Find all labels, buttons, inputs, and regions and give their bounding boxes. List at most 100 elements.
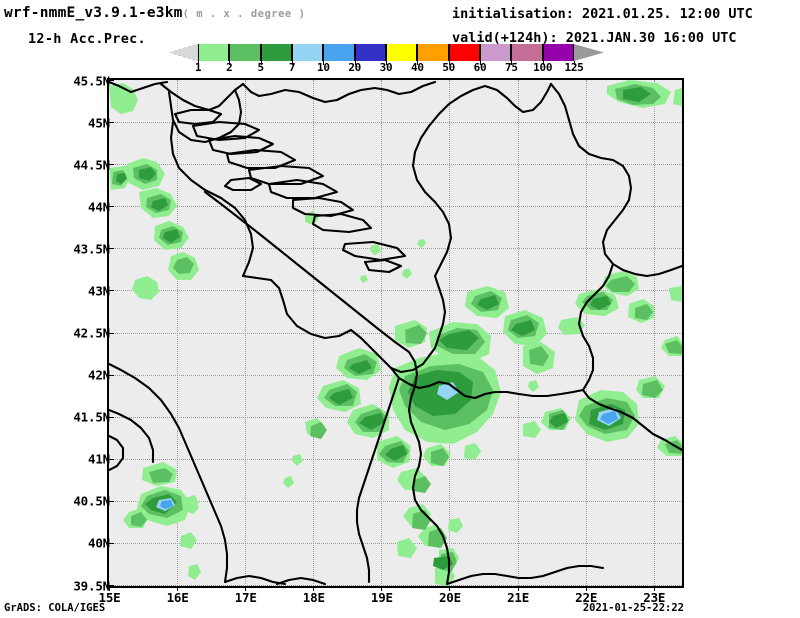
precip-band-10-20 [160, 411, 618, 509]
colorbar-label-20: 20 [348, 61, 361, 74]
island-brac [267, 178, 339, 200]
y-axis-label-41.5N: 41.5N [73, 409, 110, 425]
x-axis-label-20E: 20E [438, 590, 461, 605]
colorbar-tick-5 [260, 61, 262, 65]
colorbar-tick-10 [323, 61, 325, 65]
colorbar-label-10: 10 [317, 61, 330, 74]
colorbar-tick-40 [417, 61, 419, 65]
x-tick-15E [109, 586, 110, 591]
y-tick-44N [109, 206, 114, 208]
colorbar-band-50 [448, 44, 480, 61]
border-croatia-hungary-west [159, 82, 245, 112]
y-tick-44.5N [109, 164, 114, 166]
x-axis-label-15E: 15E [98, 590, 121, 605]
y-axis-label-45N: 45N [88, 115, 110, 131]
border-macedonia-bulgaria [581, 388, 682, 452]
border-bosnia-montenegro [349, 328, 401, 380]
colorbar-tick-1 [198, 61, 199, 65]
colorbar-tick-75 [511, 61, 513, 65]
precipitation-field [109, 80, 682, 586]
y-tick-45.5N [109, 80, 114, 81]
gridline-lat-43.5N [109, 248, 682, 250]
border-serbia-bulgaria [577, 262, 615, 392]
footer-timestamp: 2021-01-25-22:22 [582, 602, 684, 614]
colorbar-label-7: 7 [288, 61, 296, 74]
y-axis-label-42N: 42N [88, 367, 110, 383]
y-axis-label-42.5N: 42.5N [73, 325, 110, 341]
colorbar-tick-60 [480, 61, 481, 65]
y-tick-45N [109, 122, 114, 124]
x-axis-label-16E: 16E [166, 590, 189, 605]
island-rab [207, 134, 275, 156]
colorbar-band-10 [323, 44, 355, 61]
y-axis-label-45.5N: 45.5N [73, 73, 110, 88]
y-tick-42N [109, 374, 114, 376]
colorbar-band-20 [354, 44, 386, 61]
y-axis-label-43.5N: 43.5N [73, 241, 110, 257]
colorbar-label-75: 75 [505, 61, 518, 74]
field-title: 12-h Acc.Prec. [28, 31, 146, 47]
y-axis-label-44N: 44N [88, 199, 110, 215]
x-axis-label-21E: 21E [507, 590, 530, 605]
colorbar-tick-50 [448, 61, 450, 65]
y-axis-label-44.5N: 44.5N [73, 157, 110, 173]
border-serbia-bulgaria-north [601, 198, 682, 278]
coast-dalmatia [203, 190, 411, 354]
footer-credit: GrADS: COLA/IGES [4, 602, 106, 614]
gridline-lat-44N [109, 206, 682, 208]
colorbar-tick-30 [386, 61, 387, 65]
border-serbia-croatia [411, 84, 487, 278]
x-axis-label-18E: 18E [302, 590, 325, 605]
y-axis-label-43N: 43N [88, 283, 110, 299]
coastlines-and-borders [109, 80, 682, 586]
coast-italy-inner [109, 434, 125, 472]
island-peljesac [341, 240, 407, 262]
gridline-lat-44.5N [109, 164, 682, 166]
colorbar-under-arrow [170, 44, 198, 61]
y-axis-label-39.5N: 39.5N [73, 578, 110, 593]
gridline-lat-41.5N [109, 416, 682, 418]
border-serbia-bosnia [389, 274, 447, 374]
island-dugi-otok [225, 148, 297, 170]
island-korcula [311, 212, 373, 234]
coast-albania [355, 376, 401, 584]
coast-italy-south [223, 574, 287, 586]
x-tick-22E [585, 586, 587, 591]
x-tick-19E [381, 586, 383, 591]
x-tick-23E [653, 586, 655, 591]
colorbar-label-40: 40 [411, 61, 424, 74]
y-tick-41N [109, 458, 114, 460]
colorbar-band-30 [386, 44, 418, 61]
gridline-lat-40N [109, 542, 682, 544]
border-albania-east [407, 350, 451, 586]
colorbar-over-arrow [574, 44, 604, 61]
island-krk [191, 120, 261, 142]
x-axis-label-19E: 19E [370, 590, 393, 605]
gridline-lat-43N [109, 290, 682, 292]
border-croatia-hungary-east [241, 80, 437, 104]
x-tick-21E [517, 586, 519, 591]
colorbar-band-1 [198, 44, 230, 61]
y-tick-40N [109, 542, 114, 544]
y-axis-label-41N: 41N [88, 451, 110, 467]
x-tick-17E [245, 586, 247, 591]
colorbar-band-75 [511, 44, 543, 61]
colorbar-label-100: 100 [533, 61, 553, 74]
gridline-lat-40.5N [109, 500, 682, 502]
colorbar: 1 2 5 7 10 20 30 40 50 60 75 100 125 [170, 44, 630, 74]
coast-italy-gargano [109, 408, 155, 464]
border-serbia-romania-north [483, 82, 553, 114]
colorbar-tick-100 [542, 61, 544, 65]
x-tick-20E [449, 586, 451, 591]
colorbar-band-2 [229, 44, 261, 61]
colorbar-label-30: 30 [379, 61, 393, 74]
border-serbia-romania-east [549, 82, 633, 202]
border-kosovo-serbia-south [483, 388, 585, 398]
colorbar-label-2: 2 [226, 61, 233, 74]
gridline-lat-45N [109, 122, 682, 124]
x-tick-16E [177, 586, 179, 591]
border-croatia-bosnia-north [169, 120, 255, 278]
coast-italy-adriatic [109, 362, 229, 584]
island-mljet [363, 258, 403, 274]
